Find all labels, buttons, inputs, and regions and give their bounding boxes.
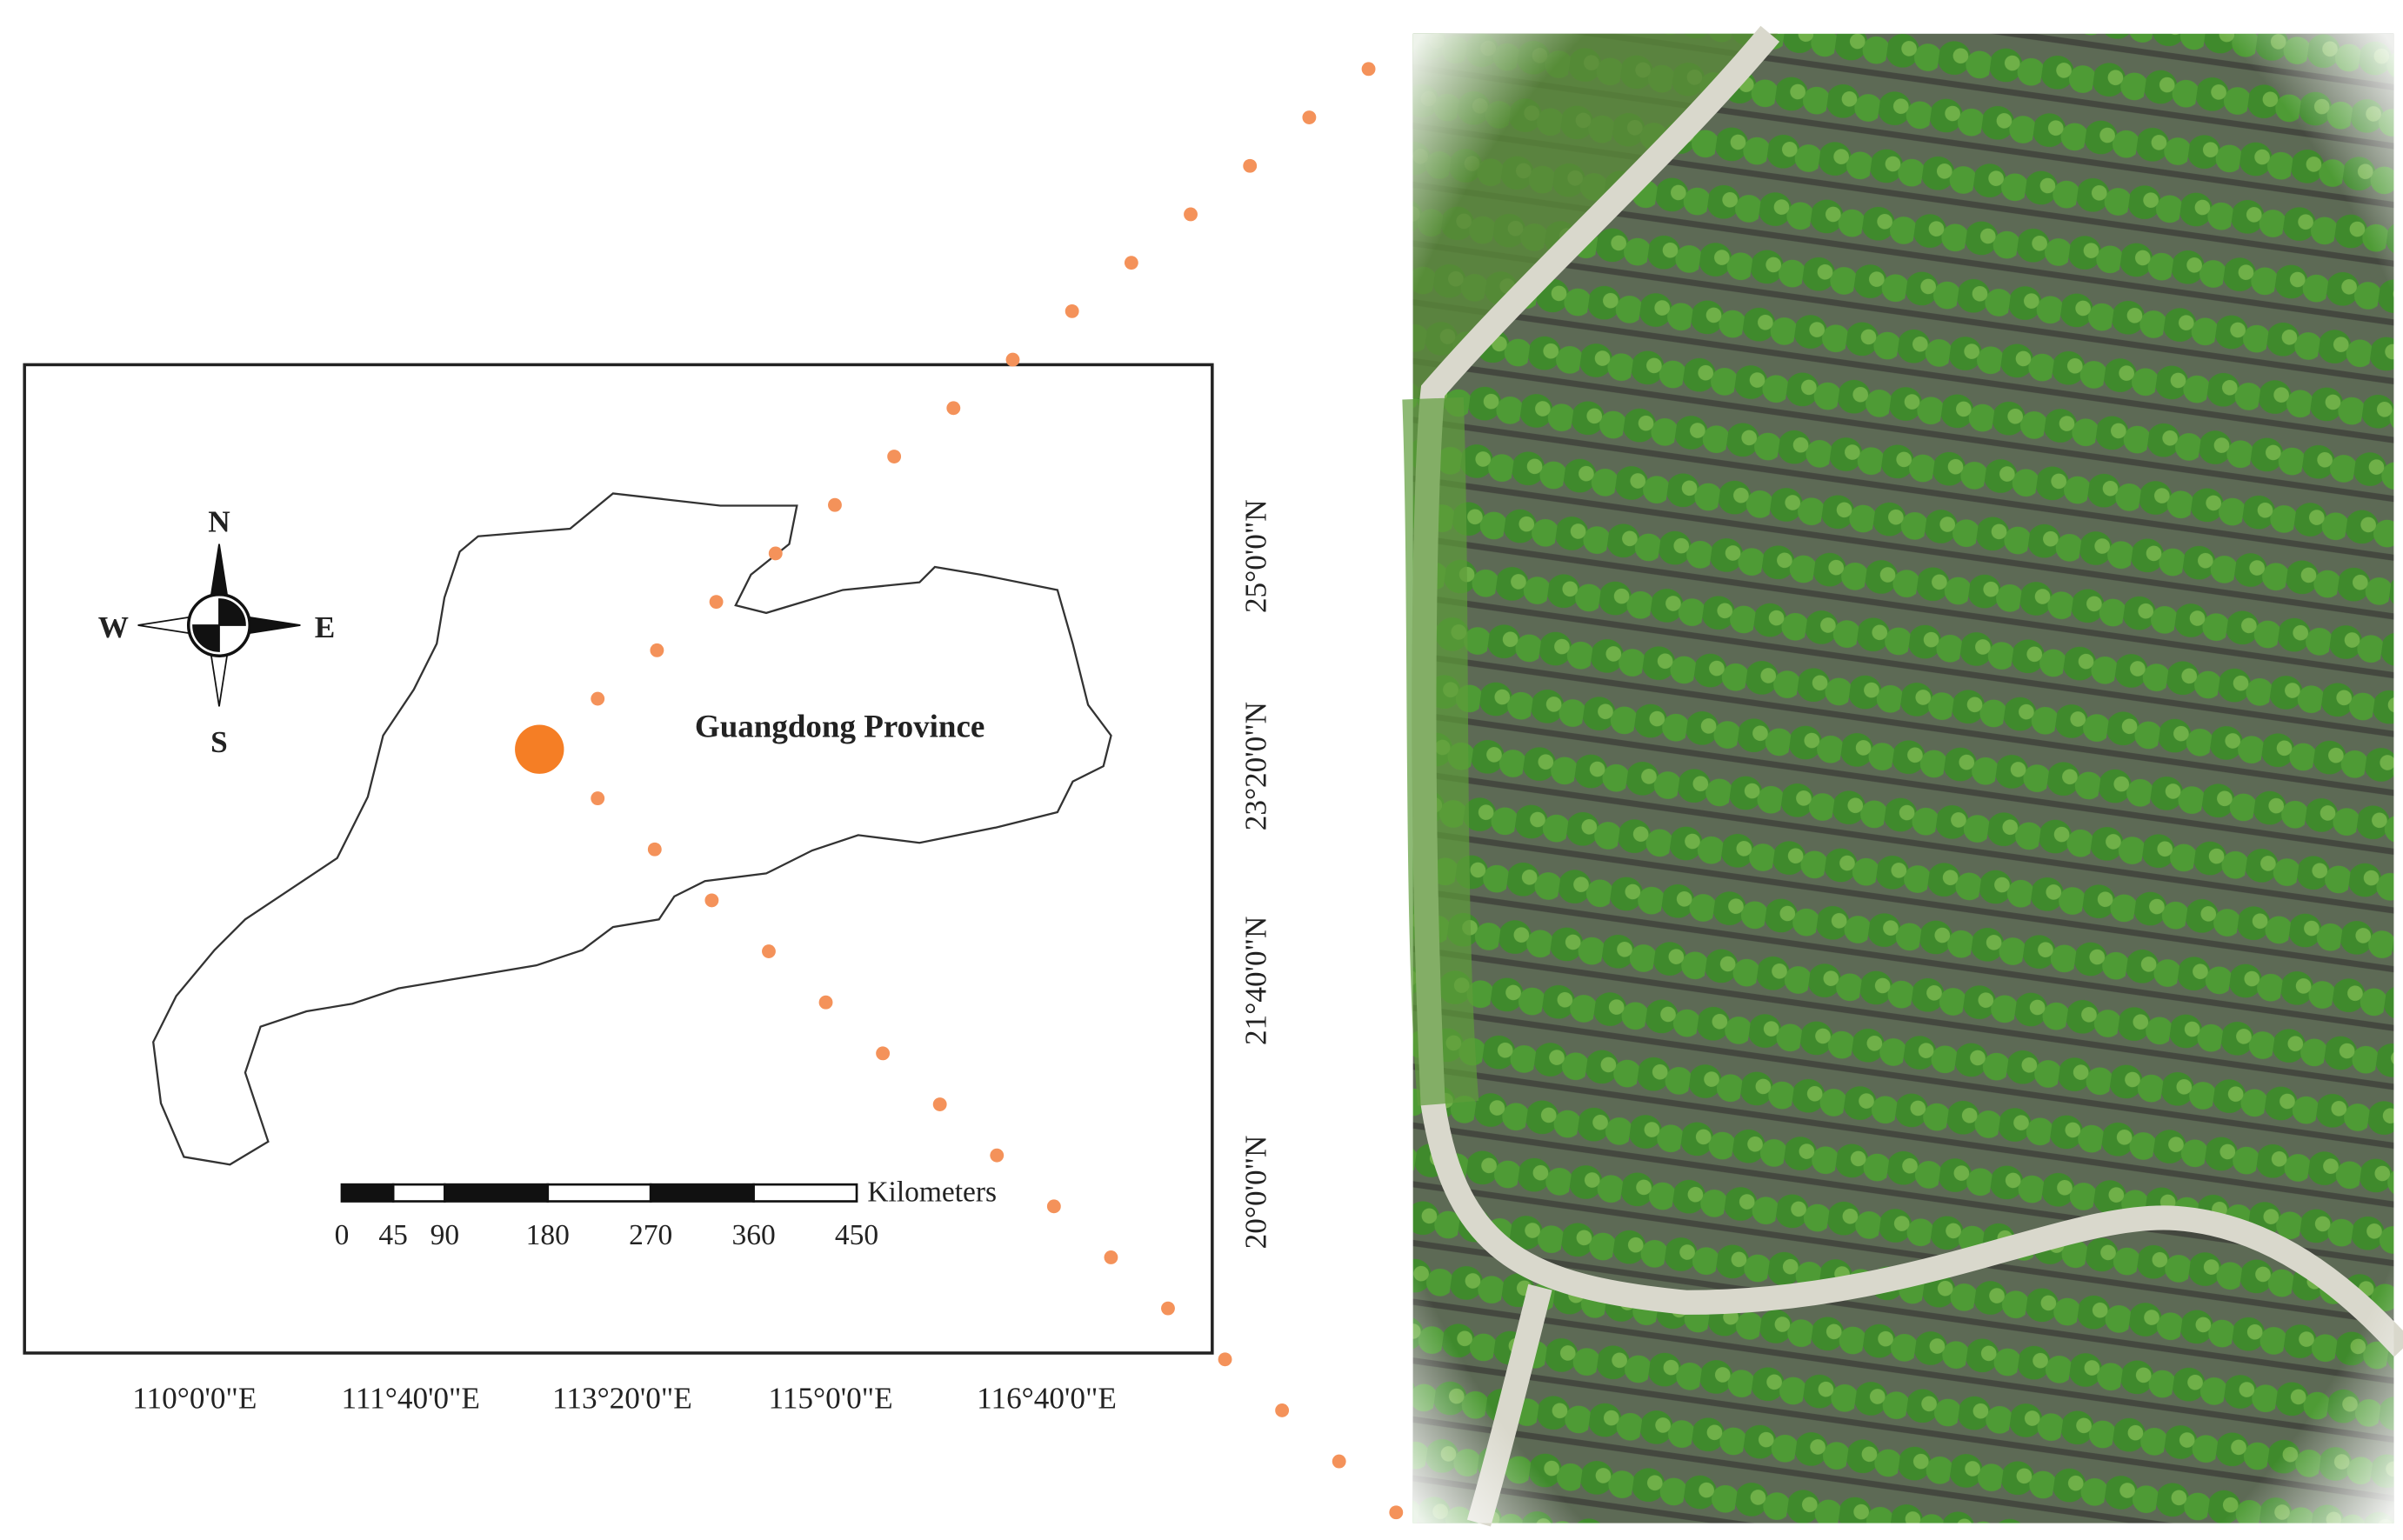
connector-dot	[650, 643, 664, 657]
province-outline	[152, 492, 1112, 1166]
compass	[137, 543, 301, 707]
latitude-label: 23°20'0"N	[1239, 702, 1273, 830]
scale-label: 45	[378, 1219, 407, 1251]
connector-dot	[704, 893, 719, 908]
connector-dot	[591, 691, 605, 706]
connector-dot	[647, 842, 662, 857]
study-site	[515, 724, 564, 774]
connector-dot	[1243, 158, 1258, 173]
scale-bar: 0 45 90 180 270 360 450	[335, 1183, 878, 1251]
connector-dot	[1361, 62, 1376, 77]
connector-dot	[818, 995, 833, 1010]
region-label: Guangdong Province	[695, 710, 985, 745]
connector-dot	[1005, 352, 1020, 367]
latitude-label: 21°40'0"N	[1239, 917, 1273, 1045]
connector-dot	[1302, 110, 1317, 124]
connector-dot	[932, 1097, 947, 1111]
scale-label: 90	[431, 1219, 459, 1251]
connector-dot	[1275, 1403, 1290, 1417]
latitude-label: 20°0'0"N	[1239, 1136, 1273, 1250]
compass-s: S	[210, 725, 228, 759]
connector-dot	[1218, 1352, 1232, 1367]
connector-dot	[1332, 1454, 1346, 1469]
connector-dot	[1184, 207, 1198, 222]
connector-dot	[1389, 1505, 1404, 1520]
compass-e: E	[315, 610, 336, 644]
scale-segment	[391, 1183, 446, 1203]
connector-dot	[768, 546, 783, 561]
connector-dot	[990, 1148, 1005, 1163]
scale-label: 180	[526, 1219, 570, 1251]
connector-dot	[591, 791, 605, 806]
aerial-photo	[1402, 25, 2403, 1527]
connector-dot	[946, 401, 961, 416]
connector	[591, 62, 1404, 1520]
connector-dot	[1104, 1250, 1118, 1264]
compass-w: W	[98, 610, 129, 644]
latitude-label: 25°0'0"N	[1239, 499, 1273, 613]
scale-segment	[649, 1183, 755, 1203]
connector-dot	[1161, 1301, 1175, 1316]
longitude-labels: 110°0'0"E 111°40'0"E 113°20'0"E 115°0'0"E 11…	[132, 1381, 1117, 1415]
longitude-label: 115°0'0"E	[769, 1381, 893, 1415]
scale-segment	[752, 1183, 858, 1203]
longitude-label: 116°40'0"E	[977, 1381, 1117, 1415]
scale-segment	[340, 1183, 395, 1203]
longitude-label: 110°0'0"E	[132, 1381, 257, 1415]
longitude-label: 113°20'0"E	[552, 1381, 692, 1415]
scale-segment	[546, 1183, 652, 1203]
compass-n: N	[208, 504, 230, 538]
connector-dot	[1065, 303, 1079, 318]
scale-label: 450	[835, 1219, 878, 1251]
map-frame	[23, 363, 1214, 1355]
connector-dot	[762, 944, 776, 958]
connector-dot	[887, 450, 902, 463]
scale-label: 270	[629, 1219, 672, 1251]
scale-segment	[444, 1183, 550, 1203]
scale-unit: Kilometers	[867, 1177, 997, 1209]
connector-dot	[709, 595, 724, 610]
connector-dot	[1046, 1199, 1061, 1214]
scale-label: 360	[732, 1219, 776, 1251]
longitude-label: 111°40'0"E	[342, 1381, 480, 1415]
connector-dot	[828, 497, 842, 512]
scale-label: 0	[335, 1219, 350, 1251]
latitude-labels: 25°0'0"N 23°20'0"N 21°40'0"N 20°0'0"N	[1239, 499, 1273, 1249]
connector-dot	[1124, 256, 1138, 270]
connector-dot	[876, 1046, 891, 1061]
